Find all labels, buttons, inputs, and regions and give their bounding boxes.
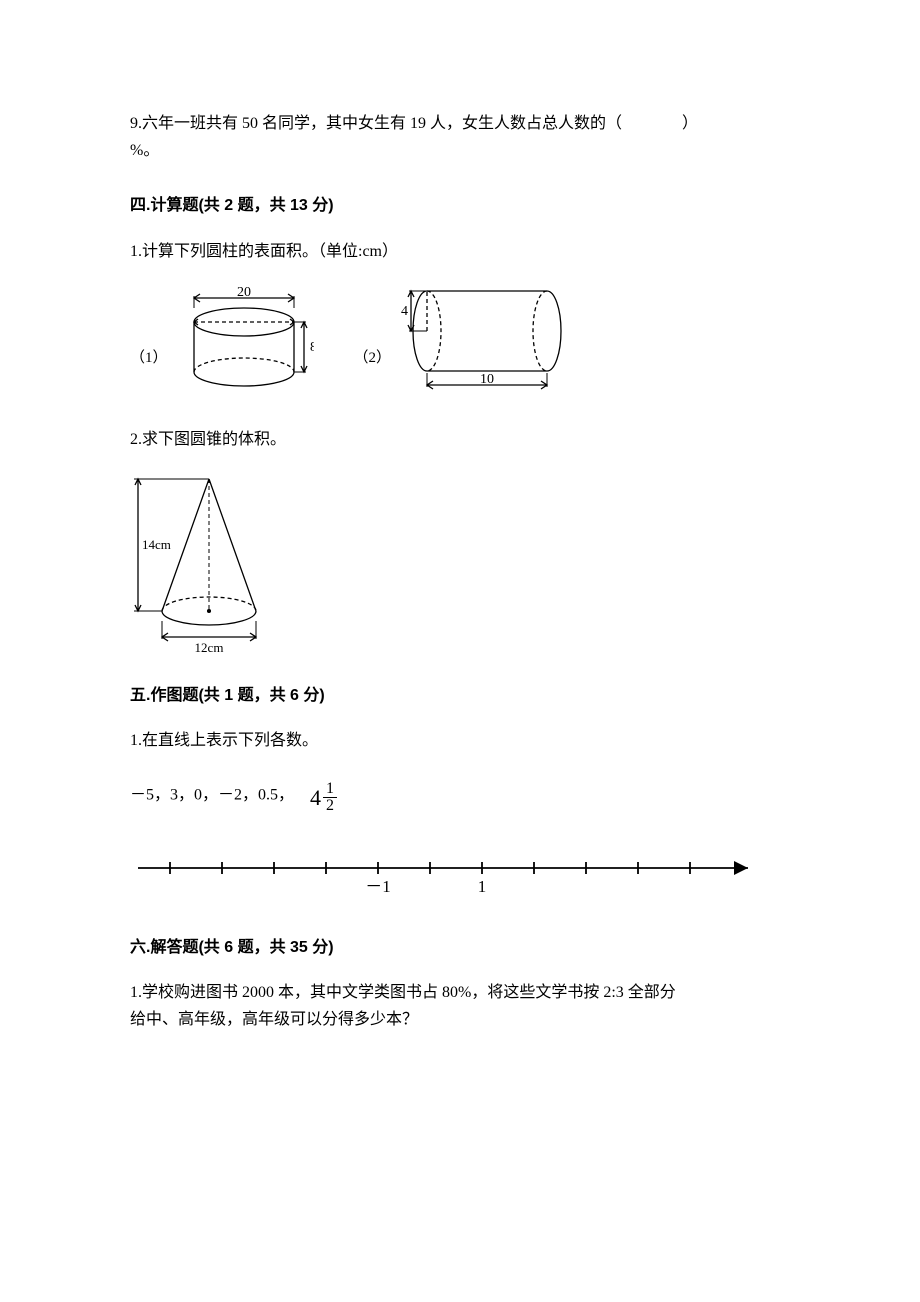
mixed-fraction: 412 — [310, 776, 337, 816]
page-content: 9.六年一班共有 50 名同学，其中女生有 19 人，女生人数占总人数的（ ） %… — [0, 0, 920, 1110]
cyl1-h-label: 8 — [310, 340, 314, 355]
fig2-label: （2） — [354, 346, 392, 372]
cone-b-label: 12cm — [195, 640, 224, 654]
s6-q1: 1.学校购进图书 2000 本，其中文学类图书占 80%，将这些文学书按 2:3… — [130, 979, 800, 1033]
cyl2-len-label: 10 — [480, 372, 494, 387]
frac-den: 2 — [323, 797, 337, 814]
numbers-prefix: －5，3，0，－2，0.5， — [130, 787, 294, 804]
s6-q1-a: 1.学校购进图书 2000 本，其中文学类图书占 80%，将这些文学书按 2:3… — [130, 984, 676, 1001]
fig1-label: （1） — [130, 346, 168, 372]
cyl2-r-label: 4 — [401, 304, 408, 319]
s4-q1: 1.计算下列圆柱的表面积。（单位:cm） — [130, 238, 800, 265]
fig1-wrap: （1） — [130, 286, 314, 396]
s5-q1: 1.在直线上表示下列各数。 — [130, 727, 800, 754]
s4-q2: 2.求下图圆锥的体积。 — [130, 426, 800, 453]
question-9: 9.六年一班共有 50 名同学，其中女生有 19 人，女生人数占总人数的（ ） %… — [130, 110, 800, 164]
numberline-svg: －1 1 — [130, 846, 770, 906]
s5-numbers: －5，3，0，－2，0.5， 412 — [130, 776, 800, 816]
q9-percent: %。 — [130, 142, 159, 159]
cylinder-figures: （1） — [130, 281, 800, 396]
cone-h-label: 14cm — [142, 537, 171, 552]
s6-q1-b: 给中、高年级，高年级可以分得多少本？ — [130, 1011, 418, 1028]
tick-pos1-label: 1 — [478, 877, 487, 896]
q9-text-a: 9.六年一班共有 50 名同学，其中女生有 19 人，女生人数占总人数的（ — [130, 115, 622, 132]
cylinder2-svg: 4 10 — [397, 281, 572, 396]
section-4-heading: 四.计算题(共 2 题，共 13 分) — [130, 192, 800, 219]
cyl1-top-label: 20 — [237, 286, 251, 300]
frac-whole: 4 — [310, 779, 321, 816]
frac-num: 1 — [323, 781, 337, 797]
cone-svg: 14cm 12cm — [124, 469, 294, 654]
section-5-heading: 五.作图题(共 1 题，共 6 分) — [130, 682, 800, 709]
fig2-wrap: （2） — [354, 281, 573, 396]
section-6-heading: 六.解答题(共 6 题，共 35 分) — [130, 934, 800, 961]
tick-neg1-label: －1 — [365, 877, 391, 896]
cylinder1-svg: 20 8 — [174, 286, 314, 396]
q9-text-b: ） — [682, 115, 698, 132]
